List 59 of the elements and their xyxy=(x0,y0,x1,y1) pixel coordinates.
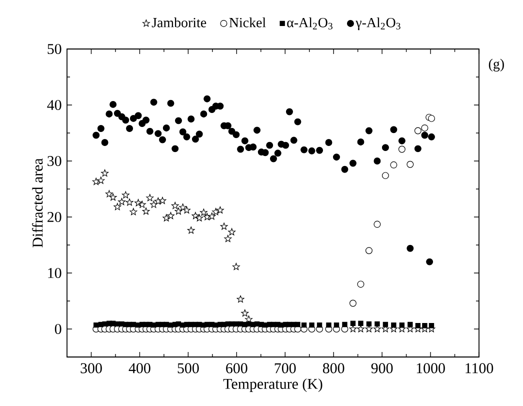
x-tick-label: 900 xyxy=(371,363,393,374)
point xyxy=(92,178,100,185)
point xyxy=(216,206,224,214)
point xyxy=(232,262,240,270)
point xyxy=(109,194,117,201)
point xyxy=(349,325,357,332)
point xyxy=(203,213,211,220)
legend-label: Jamborite xyxy=(152,17,206,28)
y-tick-label: 0 xyxy=(54,324,62,334)
legend-label: α-Al$_{2}$O$_{3}$ xyxy=(287,17,332,30)
point xyxy=(220,222,228,230)
point xyxy=(224,234,232,242)
text: (g) xyxy=(488,58,504,72)
point xyxy=(187,226,195,234)
x-tick-label: 300 xyxy=(80,363,102,374)
y-tick-label: 50 xyxy=(48,44,62,54)
point xyxy=(200,208,208,216)
legend-label: γ-Al$_{2}$O$_{3}$ xyxy=(356,17,400,30)
point xyxy=(150,200,158,208)
point xyxy=(208,212,216,220)
x-tick-label: 600 xyxy=(226,363,248,374)
point xyxy=(162,214,170,222)
point xyxy=(142,208,150,215)
point xyxy=(241,309,249,317)
y-tick-label: 10 xyxy=(48,268,62,278)
point xyxy=(114,203,122,210)
point xyxy=(97,176,105,184)
point xyxy=(236,295,244,303)
point xyxy=(101,169,109,177)
y-tick-label: 40 xyxy=(47,100,62,110)
point xyxy=(196,214,204,222)
y-tick-label: 20 xyxy=(48,212,62,222)
point xyxy=(138,200,146,208)
x-tick-label: 800 xyxy=(322,363,344,374)
point xyxy=(174,208,182,215)
x-tick-label: 500 xyxy=(178,363,199,374)
point xyxy=(158,196,166,204)
x-tick-label: 1000 xyxy=(416,363,445,374)
point xyxy=(154,197,162,205)
point xyxy=(228,228,236,236)
legend-label: Nickel xyxy=(229,17,266,28)
point xyxy=(105,190,113,198)
x-axis-title: Temperature (K) xyxy=(223,378,322,392)
point xyxy=(179,204,187,211)
point xyxy=(122,191,130,198)
point xyxy=(126,198,134,206)
point xyxy=(118,198,126,206)
point xyxy=(212,208,220,216)
x-tick-label: 700 xyxy=(274,363,296,374)
y-axis-title: Diffracted area xyxy=(32,158,43,248)
point xyxy=(357,325,364,332)
point xyxy=(171,202,179,210)
point xyxy=(146,194,154,202)
point xyxy=(130,208,138,216)
point xyxy=(167,212,174,220)
y-tick-label: 30 xyxy=(48,156,62,166)
point xyxy=(183,206,190,214)
x-tick-label: 400 xyxy=(128,363,150,374)
x-tick-label: 1100 xyxy=(466,363,494,374)
